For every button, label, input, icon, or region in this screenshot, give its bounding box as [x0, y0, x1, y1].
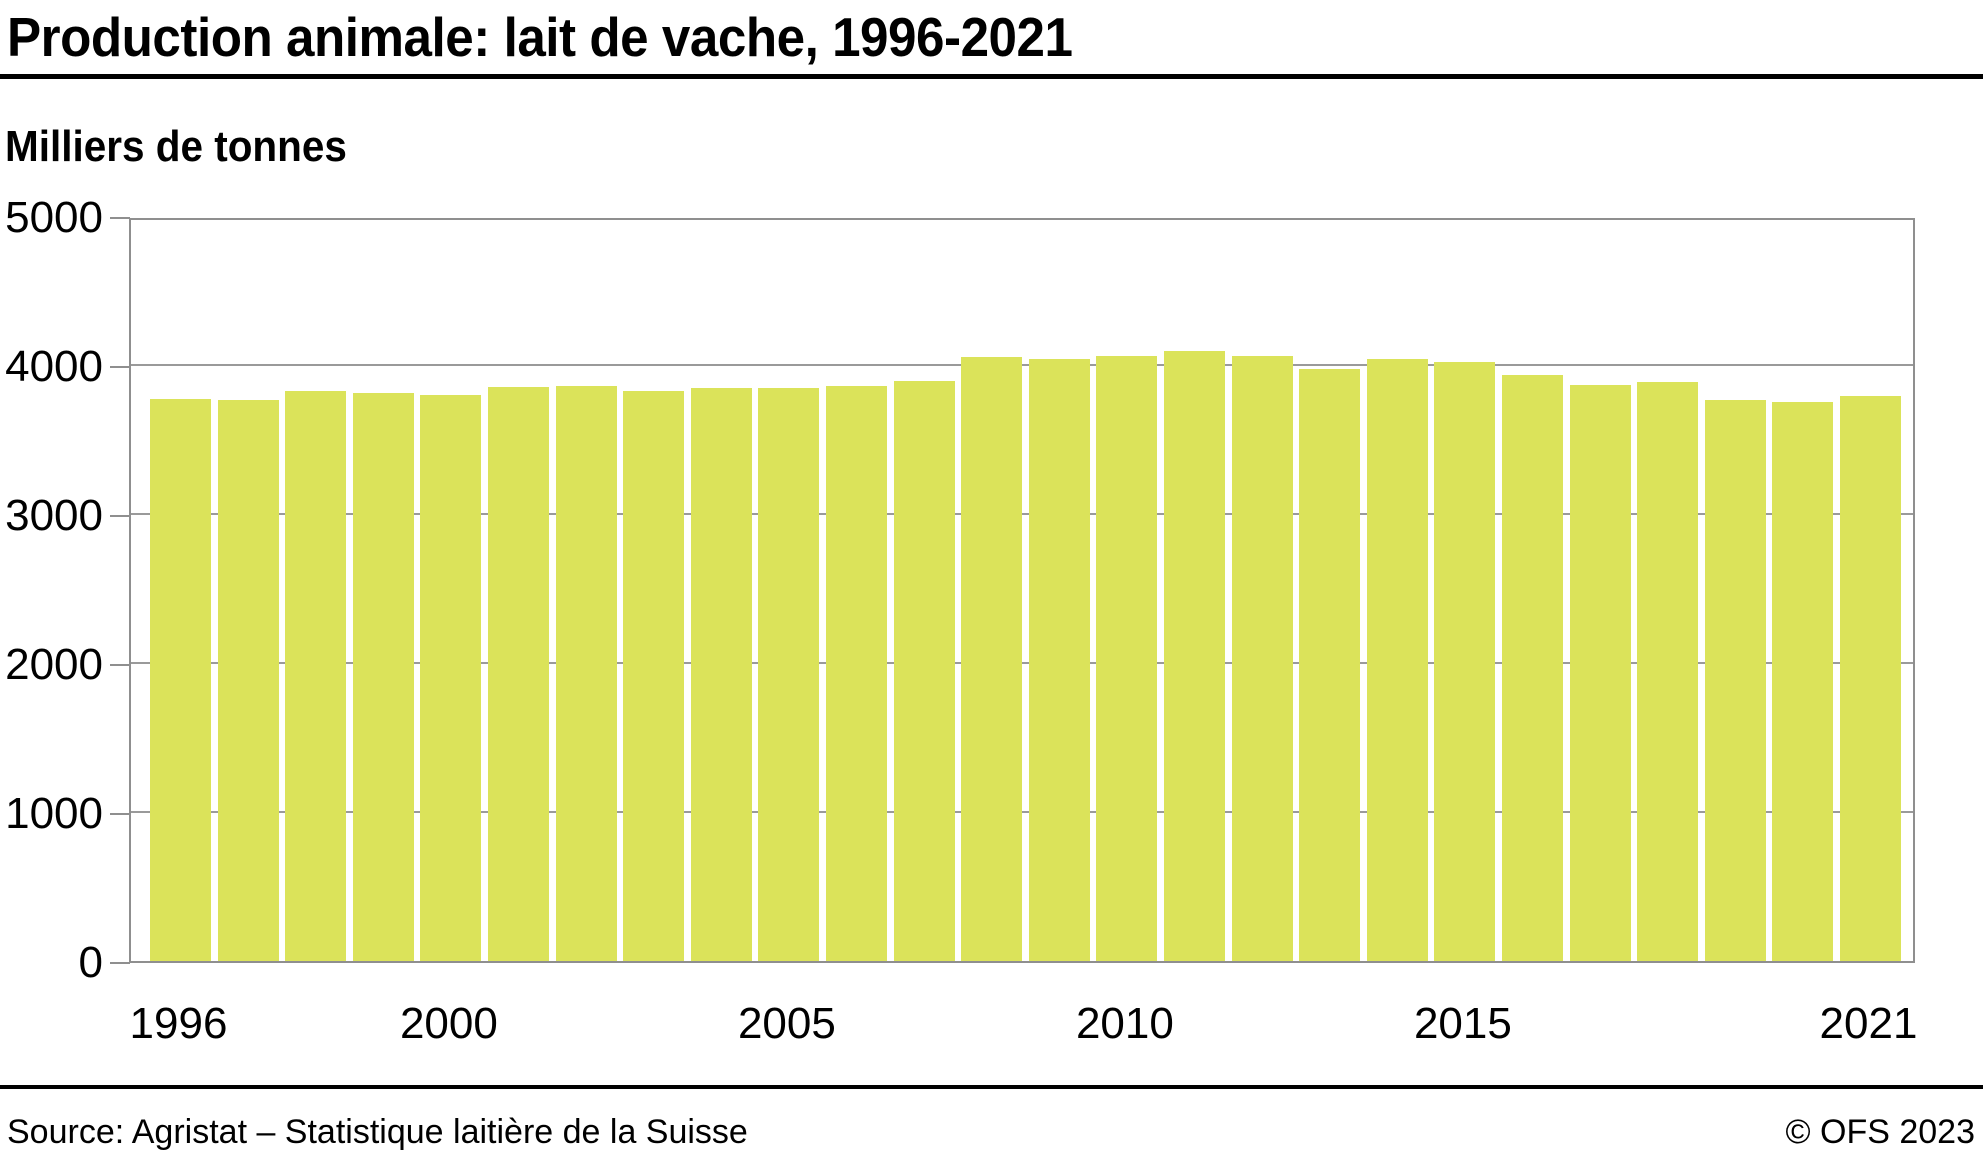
bar-2015: [1434, 362, 1496, 961]
y-axis-label-1000: 1000: [5, 789, 103, 838]
bar-2005: [758, 388, 820, 961]
title-divider: [0, 74, 1983, 79]
bar-2002: [555, 385, 617, 961]
x-axis-label-2005: 2005: [737, 999, 836, 1048]
x-axis-label-2015: 2015: [1413, 999, 1512, 1048]
bar-2016: [1502, 374, 1563, 961]
y-axis-label-4000: 4000: [5, 342, 103, 391]
bar-2021: [1840, 396, 1901, 961]
bar-2011: [1164, 351, 1225, 961]
bar-2006: [826, 385, 887, 961]
bar-1999: [352, 393, 414, 961]
bar-2004: [690, 388, 752, 961]
bar-2008: [961, 357, 1023, 961]
bar-2018: [1637, 382, 1699, 961]
page-title: Production animale: lait de vache, 1996-…: [7, 6, 1073, 68]
bar-2012: [1231, 355, 1293, 961]
y-axis-label-5000: 5000: [5, 193, 103, 242]
copyright-text: © OFS 2023: [1785, 1113, 1975, 1151]
footer-divider: [0, 1085, 1983, 1089]
bar-1996: [150, 399, 211, 961]
bar-2009: [1028, 359, 1090, 961]
y-axis-unit-label: Milliers de tonnes: [5, 122, 347, 171]
y-axis-tick-1000: [110, 813, 130, 815]
x-axis-label-2010: 2010: [1075, 999, 1174, 1048]
plot-area: [129, 218, 1915, 963]
y-axis-label-2000: 2000: [5, 640, 103, 689]
y-axis-tick-3000: [110, 515, 130, 517]
bar-2003: [623, 391, 685, 961]
y-axis-tick-4000: [110, 366, 130, 368]
x-axis-label-2021: 2021: [1819, 999, 1918, 1048]
bar-1998: [285, 391, 347, 961]
bar-2010: [1096, 356, 1158, 961]
x-axis-label-2000: 2000: [399, 999, 498, 1048]
bar-2001: [488, 387, 549, 961]
source-text: Source: Agristat – Statistique laitière …: [7, 1113, 748, 1151]
y-axis-tick-2000: [110, 664, 130, 666]
bar-2017: [1569, 385, 1631, 961]
y-axis-label-0: 0: [78, 938, 103, 987]
bar-1997: [217, 400, 279, 961]
x-axis-label-1996: 1996: [129, 999, 228, 1048]
bar-2000: [420, 394, 482, 961]
y-axis-label-3000: 3000: [5, 491, 103, 540]
y-axis-tick-5000: [110, 217, 130, 219]
y-axis-tick-0: [110, 962, 130, 964]
bar-2007: [893, 380, 955, 961]
bar-2019: [1704, 400, 1766, 961]
bar-2014: [1366, 358, 1428, 961]
bar-2013: [1299, 368, 1361, 961]
bar-2020: [1772, 402, 1834, 961]
